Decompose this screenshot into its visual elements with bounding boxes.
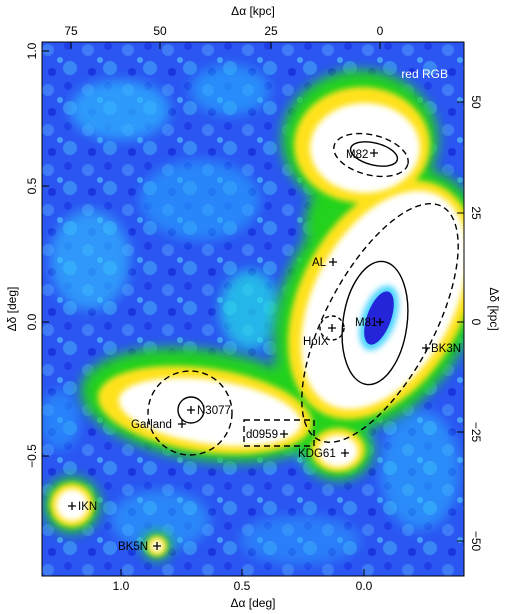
marker-m82 xyxy=(370,149,378,157)
bottom-axis: 1.0 0.5 0.0 Δα [deg] xyxy=(113,579,373,610)
marker-m81 xyxy=(376,318,384,326)
right-tick-label: 0 xyxy=(469,319,483,326)
bottom-tick-label: 0.0 xyxy=(356,579,373,593)
bottom-tick-label: 0.5 xyxy=(234,579,251,593)
label-garland: Garland xyxy=(131,419,172,431)
m82-inner-contour xyxy=(349,141,399,167)
marker-bk3n xyxy=(422,344,430,352)
tick-marks xyxy=(42,42,464,576)
label-ikn: IKN xyxy=(78,501,97,513)
map-image: M82 AL M81 HoIX BK3N N3077 Garland d0959… xyxy=(42,42,464,576)
n3077-inner-contour xyxy=(177,396,205,424)
label-m81: M81 xyxy=(355,317,377,329)
right-ticks xyxy=(457,101,464,542)
left-tick-label: 0.5 xyxy=(25,177,39,194)
label-d0959: d0959 xyxy=(246,429,278,441)
top-axis: Δα [kpc] 75 50 25 0 xyxy=(64,4,383,38)
plot-frame xyxy=(41,41,465,577)
marker-bk5n xyxy=(153,542,161,550)
left-axis: 1.0 0.5 0.0 −0.5 Δδ [deg] xyxy=(5,42,39,468)
right-axis-title: Δδ [kpc] xyxy=(487,287,501,330)
label-al: AL xyxy=(312,257,327,269)
marker-n3077 xyxy=(187,406,195,414)
marker-d0959 xyxy=(280,430,288,438)
m81-inner-contour xyxy=(341,260,409,386)
right-tick-label: −25 xyxy=(469,422,483,443)
object-markers xyxy=(68,149,430,550)
holx-contour xyxy=(319,315,345,341)
left-ticks xyxy=(42,50,49,457)
right-tick-label: 25 xyxy=(469,206,483,220)
label-m82: M82 xyxy=(346,149,368,161)
label-bk5n: BK5N xyxy=(118,541,148,553)
label-kdg61: KDG61 xyxy=(298,448,336,460)
marker-ikn xyxy=(68,502,76,510)
label-holx: HoIX xyxy=(303,336,329,348)
marker-al xyxy=(329,258,337,266)
top-ticks xyxy=(70,42,381,49)
top-tick-label: 50 xyxy=(153,24,167,38)
marker-holx xyxy=(328,324,336,332)
n3077-outer-contour xyxy=(147,370,233,456)
left-axis-title: Δδ [deg] xyxy=(5,287,19,332)
label-n3077: N3077 xyxy=(197,405,231,417)
marker-kdg61 xyxy=(341,449,349,457)
label-bk3n: BK3N xyxy=(431,343,461,355)
d0959-box xyxy=(243,419,315,447)
left-tick-label: 1.0 xyxy=(25,42,39,59)
top-axis-title: Δα [kpc] xyxy=(231,4,275,18)
panel-label: red RGB xyxy=(401,67,448,81)
m82-outer-contour xyxy=(333,132,409,178)
right-tick-label: −50 xyxy=(469,531,483,552)
left-tick-label: 0.0 xyxy=(25,313,39,330)
top-tick-label: 75 xyxy=(64,24,78,38)
right-axis: 50 25 0 −25 −50 Δδ [kpc] xyxy=(469,95,501,551)
object-labels: M82 AL M81 HoIX BK3N N3077 Garland d0959… xyxy=(78,149,461,553)
bottom-ticks xyxy=(120,569,365,576)
m81-center-hole xyxy=(364,291,394,345)
right-tick-label: 50 xyxy=(469,95,483,109)
top-tick-label: 0 xyxy=(377,24,384,38)
bottom-axis-title: Δα [deg] xyxy=(231,596,276,610)
bottom-tick-label: 1.0 xyxy=(113,579,130,593)
left-tick-label: −0.5 xyxy=(25,444,39,468)
marker-garland xyxy=(178,420,186,428)
top-tick-label: 25 xyxy=(264,24,278,38)
